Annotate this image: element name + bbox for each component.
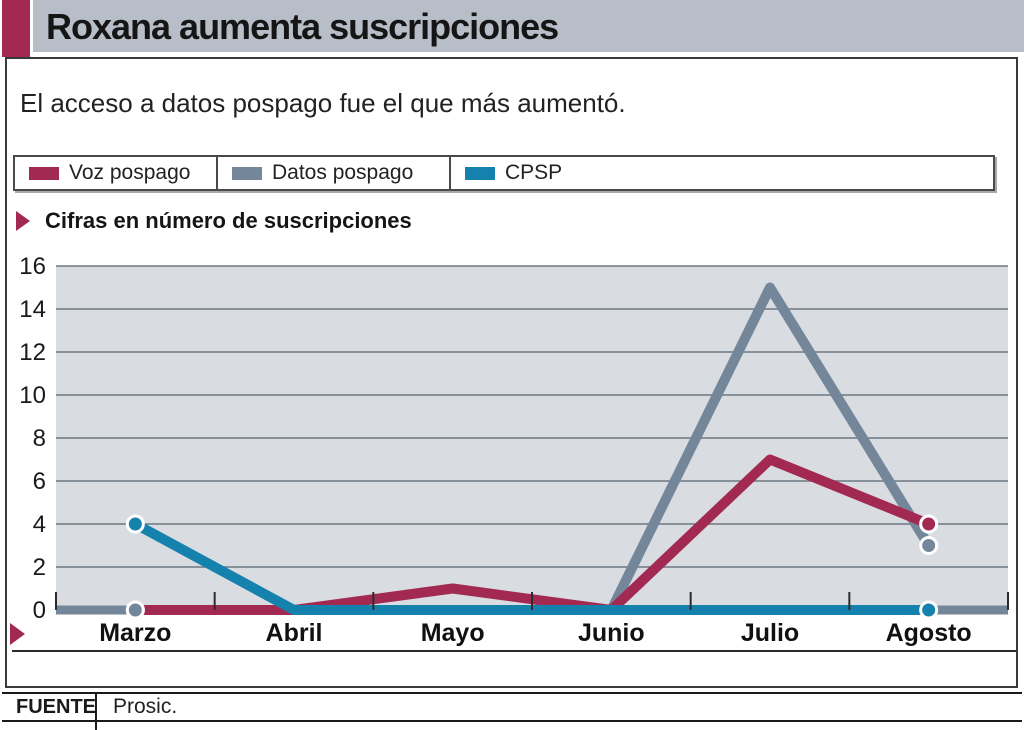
- svg-text:Julio: Julio: [741, 619, 799, 647]
- source-label: FUENTE: [16, 695, 96, 718]
- legend-label: Voz pospago: [69, 161, 191, 184]
- svg-text:6: 6: [33, 468, 46, 495]
- data-point: [919, 600, 939, 620]
- svg-text:Marzo: Marzo: [99, 619, 171, 647]
- svg-text:Junio: Junio: [578, 619, 645, 647]
- y-axis-labels: 0 2 4 6 8 10 12 14 16: [19, 253, 46, 624]
- title-accent-block: [2, 0, 30, 57]
- legend-item-datos-pospago: Datos pospago: [218, 157, 451, 189]
- legend-item-voz-pospago: Voz pospago: [15, 157, 218, 189]
- data-point: [919, 514, 939, 534]
- source-bar: FUENTE Prosic.: [2, 692, 1022, 722]
- data-point: [125, 600, 145, 620]
- svg-text:10: 10: [19, 382, 46, 409]
- svg-text:2: 2: [33, 554, 46, 581]
- source-divider: [95, 692, 97, 730]
- chart-legend: Voz pospago Datos pospago CPSP: [13, 155, 995, 191]
- legend-label: Datos pospago: [272, 161, 414, 184]
- svg-text:14: 14: [19, 296, 46, 323]
- data-point-markers: [125, 514, 939, 620]
- legend-swatch-icon: [29, 166, 59, 180]
- data-point: [919, 536, 939, 555]
- chart-subtitle: El acceso a datos pospago fue el que más…: [20, 88, 626, 118]
- x-axis-labels: Marzo Abril Mayo Junio Julio Agosto: [99, 619, 972, 647]
- legend-label: CPSP: [505, 161, 563, 184]
- svg-text:12: 12: [19, 339, 46, 366]
- svg-text:0: 0: [33, 597, 46, 624]
- svg-text:4: 4: [33, 511, 46, 538]
- svg-text:16: 16: [19, 253, 46, 280]
- svg-text:Agosto: Agosto: [886, 619, 972, 647]
- svg-text:Mayo: Mayo: [421, 619, 485, 647]
- page-title: Roxana aumenta suscripciones: [46, 6, 559, 47]
- arrow-right-icon: [16, 211, 30, 231]
- legend-swatch-icon: [465, 166, 495, 180]
- title-bar: [33, 0, 1024, 52]
- data-point: [125, 514, 145, 534]
- chart-left-arrow-icon: [10, 623, 25, 645]
- chart-note: Cifras en número de suscripciones: [45, 208, 412, 233]
- chart-note-row: Cifras en número de suscripciones: [16, 208, 412, 234]
- source-value: Prosic.: [113, 695, 178, 718]
- svg-text:Abril: Abril: [266, 619, 323, 647]
- svg-text:8: 8: [33, 425, 46, 452]
- legend-item-cpsp: CPSP: [451, 157, 993, 189]
- legend-swatch-icon: [232, 166, 262, 180]
- axis-ticks: [55, 592, 1009, 610]
